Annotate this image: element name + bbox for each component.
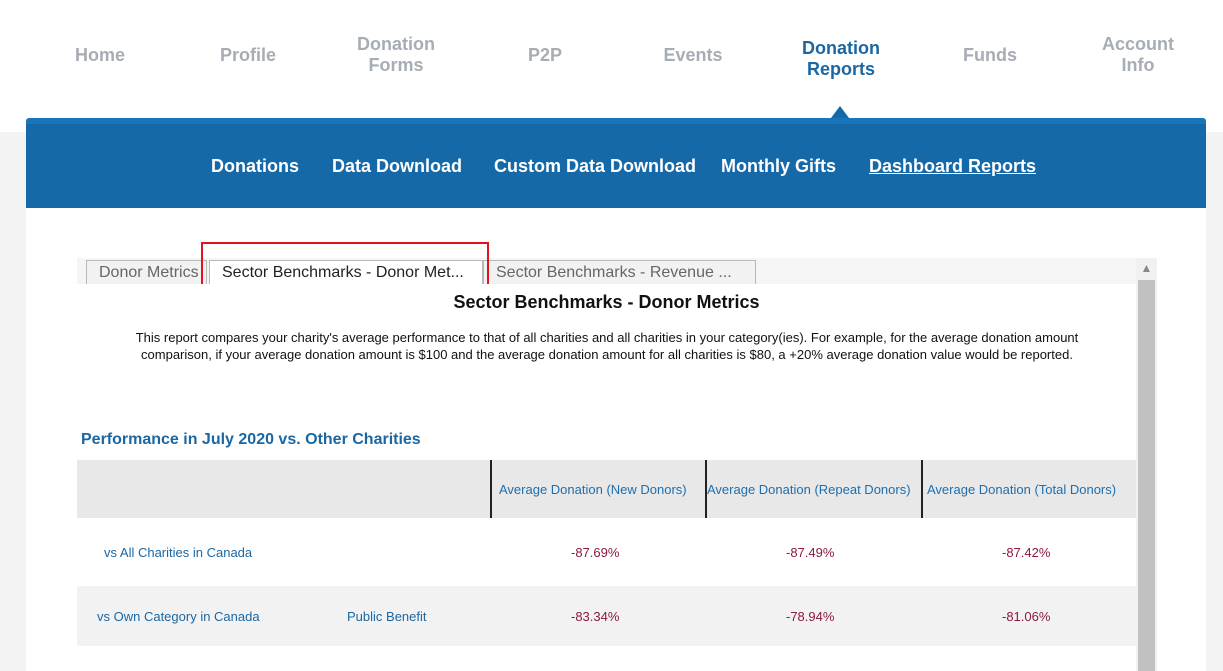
header-avg-total-donors: Average Donation (Total Donors): [927, 482, 1117, 497]
report-content: Sector Benchmarks - Donor Metrics This r…: [77, 284, 1136, 671]
tab-sector-benchmarks-donor[interactable]: Sector Benchmarks - Donor Met...: [209, 260, 483, 285]
value-new-donors: -83.34%: [571, 609, 620, 624]
nav-donation-reports[interactable]: Donation Reports: [802, 38, 880, 79]
vertical-scrollbar[interactable]: ▲: [1136, 258, 1157, 671]
table-row: vs Own Category in Canada Public Benefit…: [77, 586, 1136, 646]
active-nav-caret: [831, 106, 849, 118]
value-repeat-donors: -78.94%: [786, 609, 835, 624]
subnav-custom-data-download[interactable]: Custom Data Download: [494, 156, 697, 176]
subnav-dashboard-reports[interactable]: Dashboard Reports: [869, 156, 1037, 176]
nav-p2p[interactable]: P2P: [527, 44, 563, 65]
value-repeat-donors: -87.49%: [786, 545, 835, 560]
column-divider: [490, 460, 492, 518]
value-total-donors: -87.42%: [1002, 545, 1051, 560]
subnav-donations[interactable]: Donations: [211, 156, 299, 176]
sub-navigation: Donations Data Download Custom Data Down…: [26, 118, 1206, 208]
table-header: Average Donation (New Donors) Average Do…: [77, 460, 1136, 518]
value-total-donors: -81.06%: [1002, 609, 1051, 624]
column-divider: [921, 460, 923, 518]
nav-profile[interactable]: Profile: [219, 44, 276, 65]
table-row: vs All Charities in Canada -87.69% -87.4…: [77, 522, 1136, 582]
report-title: Sector Benchmarks - Donor Metrics: [453, 292, 760, 312]
row-category: Public Benefit: [347, 609, 427, 624]
subnav-data-download[interactable]: Data Download: [332, 156, 463, 176]
nav-account-info[interactable]: Account Info: [1102, 34, 1174, 75]
header-avg-new-donors: Average Donation (New Donors): [499, 482, 687, 497]
column-divider: [705, 460, 707, 518]
nav-donation-forms[interactable]: Donation Forms: [357, 34, 435, 75]
section-heading: Performance in July 2020 vs. Other Chari…: [81, 431, 421, 448]
nav-funds[interactable]: Funds: [963, 44, 1017, 65]
tab-sector-benchmarks-revenue[interactable]: Sector Benchmarks - Revenue ...: [483, 260, 756, 285]
value-new-donors: -87.69%: [571, 545, 620, 560]
tab-donor-metrics[interactable]: Donor Metrics: [86, 260, 207, 285]
subnav-monthly-gifts[interactable]: Monthly Gifts: [721, 156, 836, 176]
report-description: This report compares your charity's aver…: [135, 330, 1079, 362]
scrollbar-thumb[interactable]: [1138, 280, 1155, 671]
row-label: vs Own Category in Canada: [97, 609, 260, 624]
scroll-up-arrow-icon[interactable]: ▲: [1140, 261, 1153, 275]
nav-home[interactable]: Home: [74, 44, 125, 65]
top-navigation: Home Profile Donation Forms P2P Events Do…: [0, 0, 1223, 132]
row-label: vs All Charities in Canada: [104, 545, 253, 560]
nav-events[interactable]: Events: [663, 44, 723, 65]
header-avg-repeat-donors: Average Donation (Repeat Donors): [707, 482, 911, 497]
